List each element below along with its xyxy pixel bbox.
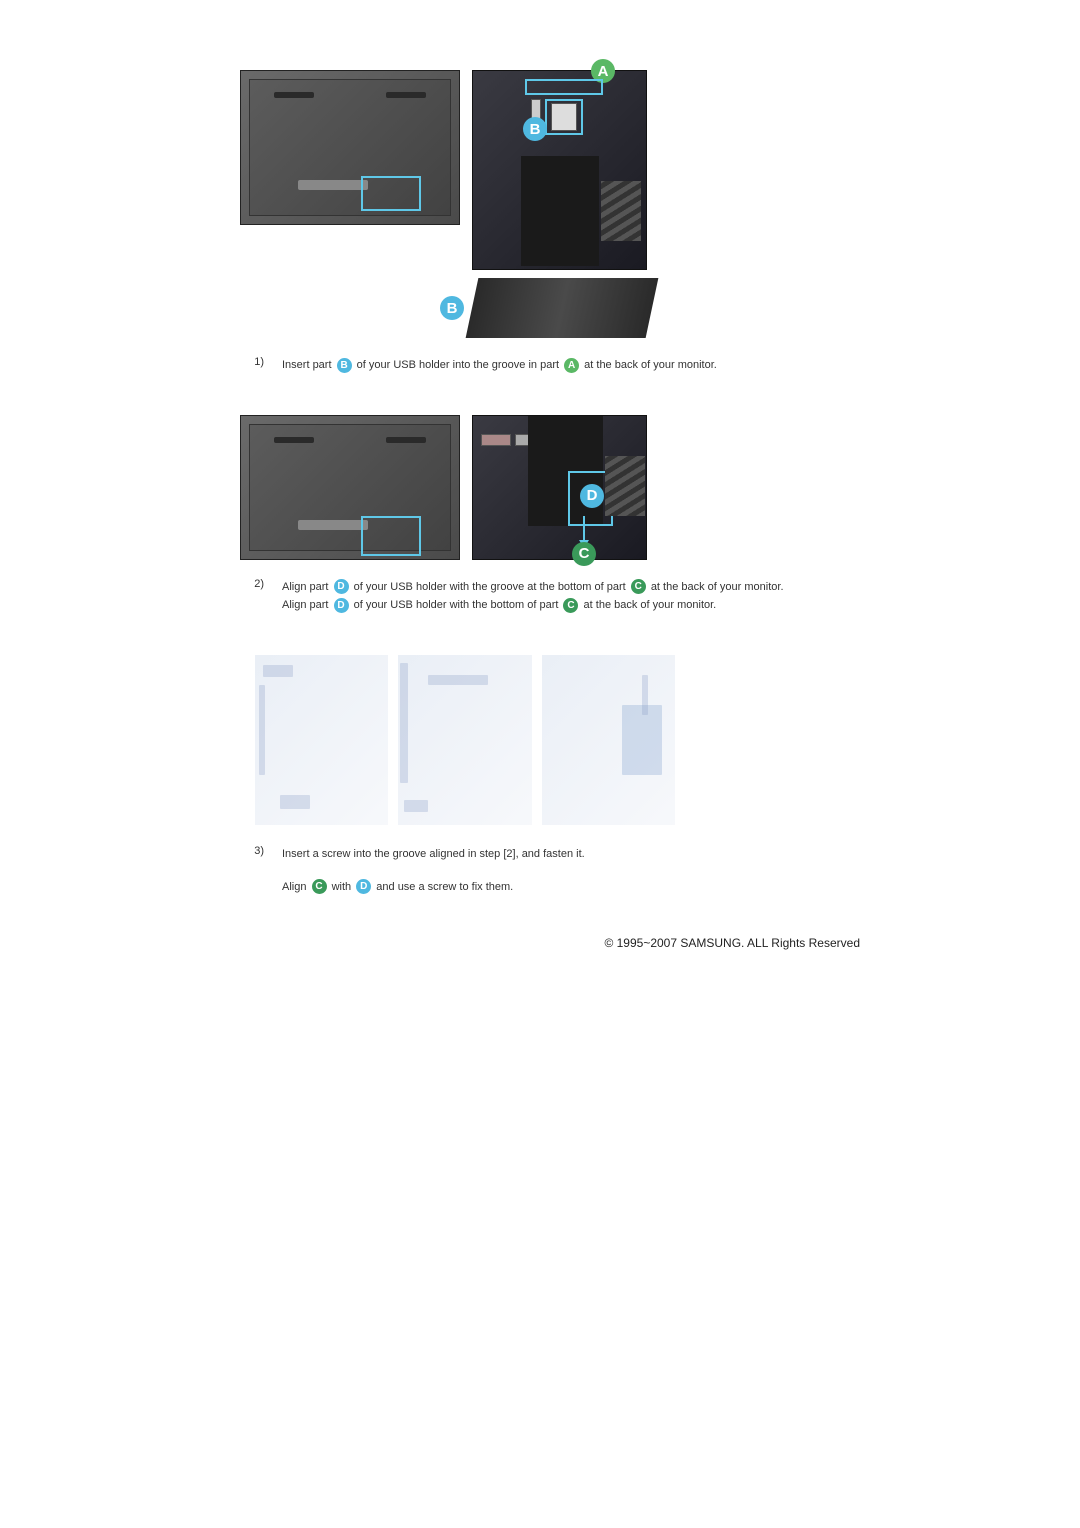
- badge-C-icon: C: [572, 542, 596, 566]
- figure-set-2: D C: [240, 415, 880, 560]
- step-line: Insert a screw into the groove aligned i…: [282, 845, 880, 864]
- badge-D-icon: D: [334, 598, 349, 613]
- text-fragment: Align: [282, 881, 310, 893]
- text-fragment: of your USB holder with the bottom of pa…: [354, 599, 562, 611]
- usb-holder-body: [521, 156, 599, 266]
- copyright-notice: © 1995~2007 SAMSUNG. ALL Rights Reserved: [240, 936, 880, 950]
- zoom-panel-1: A B: [472, 70, 647, 270]
- text-fragment: Align part: [282, 599, 332, 611]
- step-text: Insert a screw into the groove aligned i…: [282, 845, 880, 896]
- usb-holder-side-view: [466, 278, 659, 338]
- step-2: 2) Align part D of your USB holder with …: [240, 578, 880, 615]
- text-fragment: and use a screw to fix them.: [376, 881, 513, 893]
- text-fragment: at the back of your monitor.: [651, 581, 784, 593]
- faded-panel-right: [542, 655, 675, 825]
- port-panel: [298, 180, 368, 190]
- step-line: Align part D of your USB holder with the…: [282, 596, 880, 615]
- highlight-box: [361, 176, 421, 211]
- text-fragment: with: [332, 881, 355, 893]
- usb-holder-top: [551, 103, 577, 131]
- figure-row-2: D C: [240, 415, 880, 560]
- step-text: Align part D of your USB holder with the…: [282, 578, 880, 615]
- text-fragment: of your USB holder into the groove in pa…: [357, 359, 562, 371]
- step-line: Align part D of your USB holder with the…: [282, 578, 880, 597]
- text-fragment: of your USB holder with the groove at th…: [354, 581, 629, 593]
- monitor-back-view-2: [240, 415, 460, 560]
- text-fragment: Align part: [282, 581, 332, 593]
- document-page: A B B 1) Insert part B of your USB holde…: [0, 0, 1080, 990]
- monitor-slot: [386, 437, 426, 443]
- port-panel: [298, 520, 368, 530]
- step-line: Align C with D and use a screw to fix th…: [282, 878, 880, 897]
- figure-set-1: A B B: [240, 70, 880, 338]
- faded-panel-left: [255, 655, 388, 825]
- badge-C-icon: C: [312, 879, 327, 894]
- badge-B-icon: B: [337, 358, 352, 373]
- badge-D-icon: D: [580, 484, 604, 508]
- badge-C-icon: C: [631, 579, 646, 594]
- step-1: 1) Insert part B of your USB holder into…: [240, 356, 880, 375]
- badge-D-icon: D: [334, 579, 349, 594]
- step-number: 2): [240, 578, 264, 590]
- step-3: 3) Insert a screw into the groove aligne…: [240, 845, 880, 896]
- monitor-slot: [274, 437, 314, 443]
- vent-grille: [605, 456, 645, 516]
- figure-row-1: A B: [240, 70, 880, 270]
- monitor-slot: [386, 92, 426, 98]
- text-fragment: at the back of your monitor.: [584, 599, 717, 611]
- badge-B-icon: B: [440, 296, 464, 320]
- port-detail: [481, 434, 511, 446]
- badge-B-icon: B: [523, 117, 547, 141]
- highlight-box: [361, 516, 421, 556]
- text-fragment: at the back of your monitor.: [584, 359, 717, 371]
- highlight-A: [525, 79, 603, 95]
- monitor-slot: [274, 92, 314, 98]
- badge-D-icon: D: [356, 879, 371, 894]
- step-text: Insert part B of your USB holder into th…: [282, 356, 880, 375]
- badge-A-icon: A: [564, 358, 579, 373]
- step-number: 1): [240, 356, 264, 368]
- secondary-figure-1: B: [240, 278, 880, 338]
- step-number: 3): [240, 845, 264, 857]
- faded-panel-mid: [398, 655, 531, 825]
- vent-grille: [601, 181, 641, 241]
- figure-set-3-faded: [255, 655, 675, 825]
- badge-C-icon: C: [563, 598, 578, 613]
- text-fragment: Insert part: [282, 359, 335, 371]
- monitor-back-view-1: [240, 70, 460, 225]
- zoom-panel-2: D C: [472, 415, 647, 560]
